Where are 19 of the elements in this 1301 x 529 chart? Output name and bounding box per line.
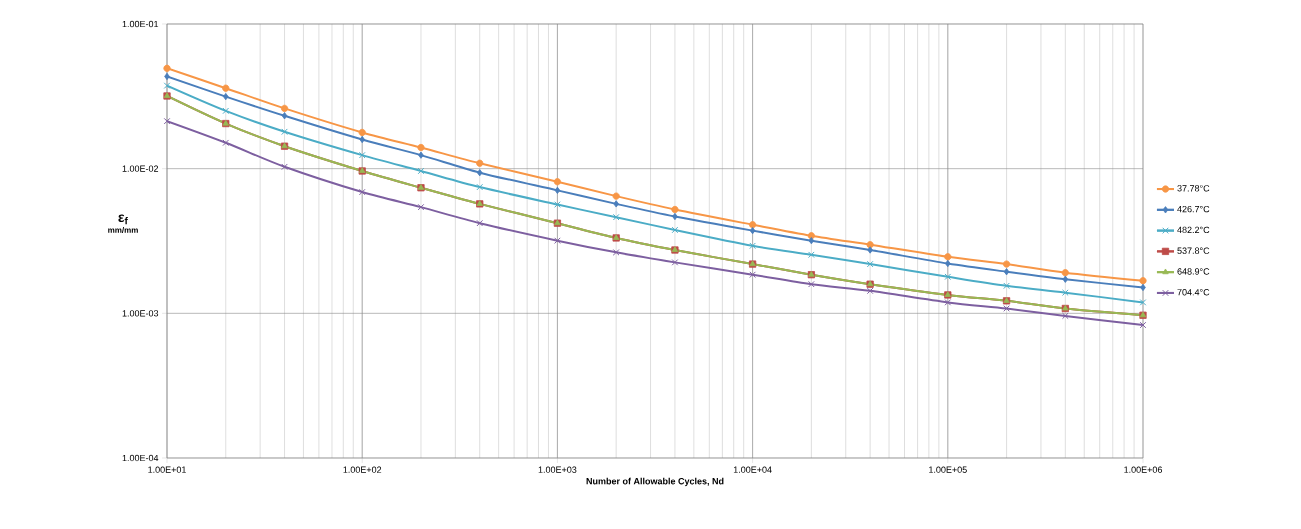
legend-label: 426.7°C <box>1177 205 1210 213</box>
x-tick-label: 1.00E+04 <box>733 466 772 473</box>
legend-label: 648.9°C <box>1177 268 1210 275</box>
y-tick-label: 1.00E-03 <box>122 310 159 317</box>
y-tick-label: 1.00E-04 <box>122 454 159 462</box>
legend-label: 537.8°C <box>1177 247 1210 254</box>
legend-label: 37.78°C <box>1177 185 1210 192</box>
legend-label: 482.2°C <box>1177 226 1210 234</box>
x-tick-label: 1.00E+02 <box>343 466 382 473</box>
legend-label: 704.4°C <box>1177 289 1210 296</box>
x-tick-label: 1.00E+03 <box>538 466 577 473</box>
y-axis-title: ε$_{f}$ <box>118 214 128 225</box>
y-tick-label: 1.00E-01 <box>122 20 159 28</box>
x-tick-label: 1.00E+05 <box>929 466 967 473</box>
x-tick-label: 1.00E+06 <box>1124 466 1162 473</box>
text: mm/mm <box>108 227 138 233</box>
y-tick-label: 1.00E-02 <box>122 165 159 172</box>
x-tick-label: 1.00E+01 <box>148 466 186 473</box>
x-axis-title: Number of Allowable Cycles, Nd <box>586 477 724 487</box>
